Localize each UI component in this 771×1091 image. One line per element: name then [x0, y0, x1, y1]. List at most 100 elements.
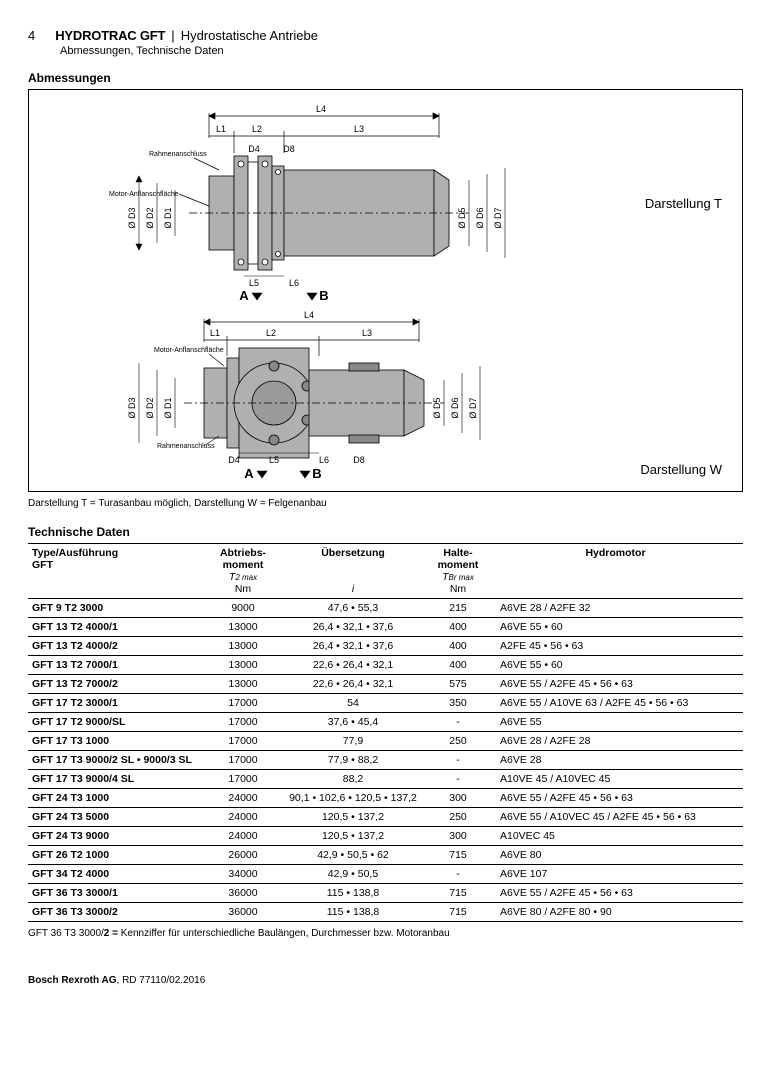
cell-ub: 42,9 • 50,5	[278, 865, 428, 884]
cell-ub: 37,6 • 45,4	[278, 713, 428, 732]
cell-halte: 715	[428, 846, 488, 865]
cell-ub: 26,4 • 32,1 • 37,6	[278, 618, 428, 637]
cell-ub: 88,2	[278, 770, 428, 789]
brand-title: HYDROTRAC GFT	[55, 28, 165, 43]
cell-hyd: A6VE 28	[488, 751, 743, 770]
table-row: GFT 24 T3 500024000120,5 • 137,2250A6VE …	[28, 808, 743, 827]
cell-type: GFT 24 T3 1000	[28, 789, 208, 808]
cell-type: GFT 17 T2 9000/SL	[28, 713, 208, 732]
cell-type: GFT 13 T2 4000/1	[28, 618, 208, 637]
th-halte: Halte-	[428, 544, 488, 560]
svg-text:L4: L4	[316, 104, 326, 114]
svg-text:Ø D1: Ø D1	[163, 207, 173, 228]
svg-text:L5: L5	[249, 278, 259, 288]
table-row: GFT 24 T3 900024000120,5 • 137,2300A10VE…	[28, 827, 743, 846]
cell-halte: 400	[428, 637, 488, 656]
svg-text:Rahmenanschluss: Rahmenanschluss	[157, 443, 215, 450]
cell-abt: 13000	[208, 656, 278, 675]
cell-abt: 17000	[208, 732, 278, 751]
svg-text:L1: L1	[210, 328, 220, 338]
svg-text:B: B	[319, 288, 328, 303]
cell-abt: 17000	[208, 694, 278, 713]
cell-abt: 36000	[208, 884, 278, 903]
cell-halte: 715	[428, 903, 488, 922]
cell-type: GFT 13 T2 7000/2	[28, 675, 208, 694]
page-header: 4 HYDROTRAC GFT | Hydrostatische Antrieb…	[28, 28, 743, 43]
cell-type: GFT 17 T3 9000/4 SL	[28, 770, 208, 789]
table-row: GFT 26 T2 10002600042,9 • 50,5 • 62715A6…	[28, 846, 743, 865]
cell-type: GFT 24 T3 9000	[28, 827, 208, 846]
cell-type: GFT 34 T2 4000	[28, 865, 208, 884]
th-ub: Übersetzung	[278, 544, 428, 560]
cell-type: GFT 36 T3 3000/1	[28, 884, 208, 903]
cell-hyd: A6VE 55 / A10VE 63 / A2FE 45 • 56 • 63	[488, 694, 743, 713]
svg-text:B: B	[312, 466, 321, 481]
cell-halte: -	[428, 713, 488, 732]
cell-ub: 47,6 • 55,3	[278, 599, 428, 618]
svg-text:D4: D4	[228, 455, 240, 465]
svg-text:Ø D3: Ø D3	[127, 207, 137, 228]
cell-ub: 42,9 • 50,5 • 62	[278, 846, 428, 865]
cell-ub: 115 • 138,8	[278, 903, 428, 922]
svg-text:Ø D5: Ø D5	[457, 207, 467, 228]
cell-hyd: A6VE 55 / A2FE 45 • 56 • 63	[488, 884, 743, 903]
svg-text:L3: L3	[362, 328, 372, 338]
cell-hyd: A6VE 55	[488, 713, 743, 732]
svg-text:Ø D3: Ø D3	[127, 397, 137, 418]
svg-text:Ø D6: Ø D6	[475, 207, 485, 228]
svg-text:L1: L1	[216, 124, 226, 134]
diagram-caption: Darstellung T = Turasanbau möglich, Dars…	[28, 498, 743, 509]
cell-type: GFT 17 T3 9000/2 SL • 9000/3 SL	[28, 751, 208, 770]
th-type: Type/Ausführung	[28, 544, 208, 560]
cell-hyd: A6VE 55 / A2FE 45 • 56 • 63	[488, 789, 743, 808]
cell-hyd: A6VE 28 / A2FE 28	[488, 732, 743, 751]
page-footer: Bosch Rexroth AG, RD 77110/02.2016	[28, 975, 743, 986]
svg-text:L6: L6	[289, 278, 299, 288]
th-hyd: Hydromotor	[488, 544, 743, 560]
section-dimensions-title: Abmessungen	[28, 71, 743, 85]
svg-text:L3: L3	[354, 124, 364, 134]
svg-text:L2: L2	[252, 124, 262, 134]
table-row: GFT 24 T3 10002400090,1 • 102,6 • 120,5 …	[28, 789, 743, 808]
section-techdata-title: Technische Daten	[28, 525, 743, 539]
cell-ub: 77,9	[278, 732, 428, 751]
diagram-w: L4 L1 L2 L3 Motor-Anflanschfläche	[39, 308, 559, 483]
diagram-t: L4 L1 L2 L3 D4 D8 Rahmenanschluss Motor-…	[39, 98, 559, 308]
cell-abt: 36000	[208, 903, 278, 922]
page-subtitle: Hydrostatische Antriebe	[181, 28, 318, 43]
diagram-frame: L4 L1 L2 L3 D4 D8 Rahmenanschluss Motor-…	[28, 89, 743, 492]
title-separator: |	[171, 28, 174, 43]
cell-type: GFT 36 T3 3000/2	[28, 903, 208, 922]
svg-text:Ø D7: Ø D7	[493, 207, 503, 228]
cell-hyd: A6VE 55 / A10VEC 45 / A2FE 45 • 56 • 63	[488, 808, 743, 827]
svg-text:L4: L4	[304, 310, 314, 320]
cell-halte: 400	[428, 656, 488, 675]
cell-hyd: A6VE 107	[488, 865, 743, 884]
cell-abt: 24000	[208, 827, 278, 846]
cell-ub: 22,6 • 26,4 • 32,1	[278, 675, 428, 694]
cell-hyd: A6VE 28 / A2FE 32	[488, 599, 743, 618]
cell-ub: 120,5 • 137,2	[278, 827, 428, 846]
table-row: GFT 34 T2 40003400042,9 • 50,5-A6VE 107	[28, 865, 743, 884]
cell-hyd: A10VEC 45	[488, 827, 743, 846]
table-row: GFT 13 T2 7000/21300022,6 • 26,4 • 32,15…	[28, 675, 743, 694]
cell-hyd: A6VE 55 • 60	[488, 618, 743, 637]
svg-text:D4: D4	[248, 144, 260, 154]
cell-ub: 90,1 • 102,6 • 120,5 • 137,2	[278, 789, 428, 808]
cell-ub: 77,9 • 88,2	[278, 751, 428, 770]
th-abt: Abtriebs-	[208, 544, 278, 560]
page-number: 4	[28, 28, 35, 43]
cell-abt: 17000	[208, 770, 278, 789]
svg-text:Motor-Anflanschfläche: Motor-Anflanschfläche	[154, 347, 224, 354]
cell-abt: 24000	[208, 789, 278, 808]
cell-halte: 575	[428, 675, 488, 694]
cell-abt: 13000	[208, 637, 278, 656]
cell-hyd: A6VE 80 / A2FE 80 • 90	[488, 903, 743, 922]
cell-halte: -	[428, 751, 488, 770]
table-row: GFT 36 T3 3000/136000115 • 138,8715A6VE …	[28, 884, 743, 903]
techdata-table: Type/Ausführung Abtriebs- Übersetzung Ha…	[28, 543, 743, 922]
cell-abt: 24000	[208, 808, 278, 827]
cell-halte: -	[428, 865, 488, 884]
svg-text:Ø D2: Ø D2	[145, 207, 155, 228]
table-row: GFT 13 T2 4000/11300026,4 • 32,1 • 37,64…	[28, 618, 743, 637]
